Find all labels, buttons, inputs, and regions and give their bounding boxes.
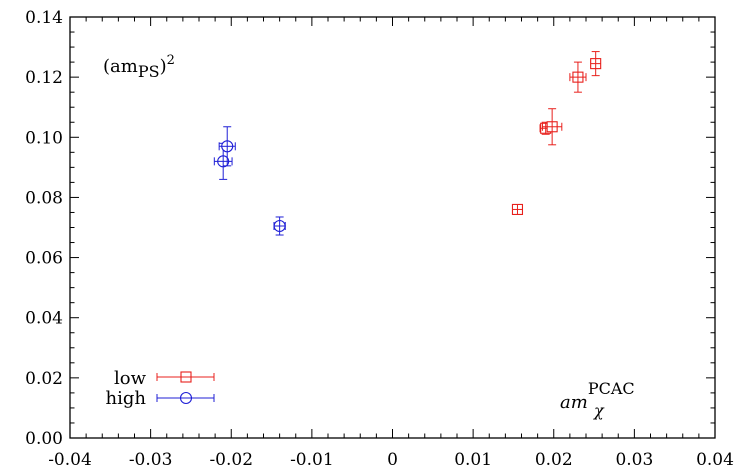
x-tick-label: 0.01	[454, 450, 492, 470]
series-high	[213, 126, 286, 236]
plot-area	[69, 16, 716, 439]
legend-sample-high	[156, 391, 215, 405]
y-tick-label: 0.10	[25, 128, 63, 148]
x-tick-label: -0.02	[209, 450, 253, 470]
plot-frame	[69, 16, 716, 439]
y-tick-label: 0.02	[25, 369, 63, 389]
y-axis-label-sub: PS	[138, 62, 160, 81]
data-point	[511, 203, 524, 216]
x-axis-label: amPCAC χ	[560, 379, 635, 420]
y-tick-label: 0.12	[25, 68, 63, 88]
y-axis-label-sup: 2	[167, 53, 175, 68]
y-axis-label: (amPS)2	[103, 53, 175, 81]
series-low	[511, 51, 602, 216]
x-tick-label: 0.04	[696, 450, 734, 470]
data-point	[218, 126, 236, 167]
data-point	[569, 61, 587, 93]
axis-ticks: -0.04 -0.03 -0.02 -0.01 0 0.01 0.02 0.03 0.04 0.0…	[25, 8, 734, 470]
legend-label-low: low	[114, 368, 147, 389]
y-tick-label: 0.08	[25, 188, 63, 208]
data-point	[213, 142, 233, 180]
legend-label-high: high	[106, 388, 147, 409]
y-tick-label: 0.00	[25, 429, 63, 449]
x-tick-label: -0.01	[290, 450, 334, 470]
legend: low high	[106, 368, 215, 409]
x-tick-label: 0.02	[535, 450, 573, 470]
y-tick-label: 0.04	[25, 309, 63, 329]
x-tick-label: -0.04	[48, 450, 92, 470]
x-axis-label-sup: PCAC	[588, 379, 635, 398]
x-tick-label: -0.03	[129, 450, 173, 470]
y-tick-label: 0.06	[25, 249, 63, 269]
x-axis-label-sub: χ	[593, 401, 605, 420]
legend-sample-low	[156, 371, 215, 383]
data-point	[273, 216, 286, 236]
y-axis-label-base: (am	[103, 56, 138, 77]
y-axis-label-tail: )	[160, 56, 167, 77]
data-point	[590, 51, 602, 77]
y-tick-label: 0.14	[25, 8, 63, 28]
data-point	[541, 108, 563, 146]
x-tick-label: 0.03	[615, 450, 653, 470]
x-tick-label: 0	[387, 450, 398, 470]
data-points	[213, 51, 602, 236]
x-axis-label-base: am	[560, 392, 588, 413]
